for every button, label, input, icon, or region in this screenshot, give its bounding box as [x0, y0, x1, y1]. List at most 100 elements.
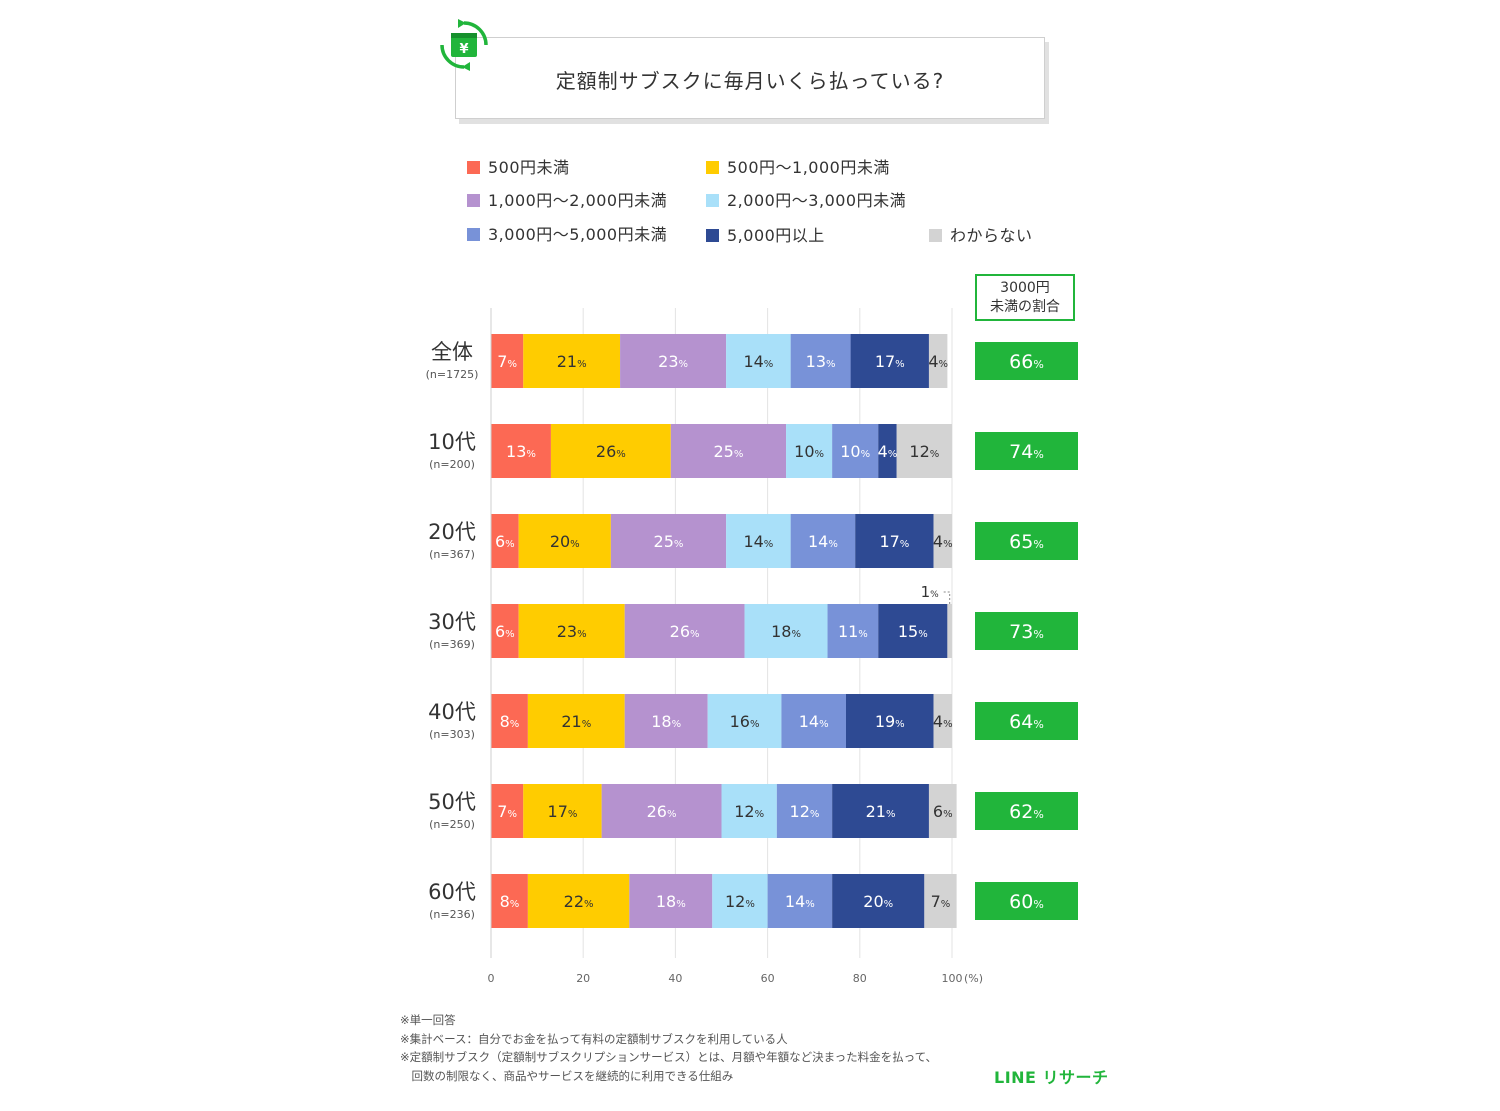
data-label: 26%	[596, 442, 626, 461]
legend-item: わからない	[929, 222, 1033, 246]
under-3000-value: 74%	[1009, 441, 1044, 463]
data-label: 23%	[557, 622, 587, 641]
under-3000-value: 73%	[1009, 621, 1044, 643]
data-label: 22%	[564, 892, 594, 911]
x-unit-label: (%)	[964, 972, 983, 985]
data-label: 8%	[500, 892, 520, 911]
data-label: 4%	[933, 712, 953, 731]
data-label: 15%	[898, 622, 928, 641]
subscription-yen-icon: ¥	[440, 19, 488, 71]
under-3000-header: 3000円 未満の割合	[975, 274, 1075, 321]
bar-segment	[947, 604, 952, 658]
data-label: 14%	[799, 712, 829, 731]
bar-segment	[491, 694, 528, 748]
under-3000-value-box	[975, 702, 1078, 740]
data-label: 10%	[794, 442, 824, 461]
title-box: 定額制サブスクに毎月いくら払っている?	[455, 37, 1045, 119]
data-label: 17%	[875, 352, 905, 371]
data-label: 7%	[931, 892, 951, 911]
footnotes: ※単一回答 ※集計ベース：自分でお金を払って有料の定額制サブスクを利用している人…	[400, 1011, 937, 1085]
footnote: ※集計ベース：自分でお金を払って有料の定額制サブスクを利用している人	[400, 1031, 788, 1046]
chart-title: 定額制サブスクに毎月いくら払っている?	[555, 69, 945, 93]
data-label: 4%	[928, 352, 948, 371]
bar-segment	[491, 334, 524, 388]
bar-segment	[620, 334, 727, 388]
under-3000-value-box	[975, 612, 1078, 650]
data-label: 1%	[921, 583, 940, 601]
data-label: 18%	[771, 622, 801, 641]
bar-segment	[767, 874, 833, 928]
bar-segment	[523, 334, 621, 388]
legend-swatch	[467, 194, 480, 207]
bar-segment	[878, 424, 897, 478]
row-sample-size: (n=367)	[429, 548, 475, 561]
row-label: 全体	[431, 340, 473, 364]
data-label: 12%	[790, 802, 820, 821]
bar-segment	[707, 694, 782, 748]
legend-swatch	[706, 194, 719, 207]
bar-segment	[928, 334, 948, 388]
row-label: 30代	[428, 610, 476, 634]
bar-segment	[855, 514, 934, 568]
bar-segment	[832, 784, 929, 838]
bar-segment	[832, 424, 879, 478]
row-label: 10代	[428, 430, 476, 454]
data-label: 25%	[713, 442, 743, 461]
legend-item: 500円未満	[467, 154, 570, 178]
under-3000-value-box	[975, 342, 1078, 380]
data-label: 12%	[909, 442, 939, 461]
bar-segment	[744, 604, 828, 658]
data-label: 18%	[656, 892, 686, 911]
under-3000-value-box	[975, 432, 1078, 470]
legend-item: 1,000円～2,000円未満	[467, 187, 667, 211]
footnote: ※単一回答	[400, 1013, 456, 1027]
row-label: 40代	[428, 700, 476, 724]
x-tick-label: 40	[668, 972, 682, 985]
legend-swatch	[929, 229, 942, 242]
bar-segment	[878, 604, 948, 658]
under-3000-value: 62%	[1009, 801, 1044, 823]
data-label: 14%	[743, 352, 773, 371]
data-label: 14%	[785, 892, 815, 911]
data-label: 12%	[734, 802, 764, 821]
row-label: 50代	[428, 790, 476, 814]
legend-swatch	[706, 161, 719, 174]
data-label: 13%	[506, 442, 536, 461]
x-tick-label: 100	[942, 972, 963, 985]
data-label: 6%	[495, 622, 515, 641]
legend-item: 3,000円～5,000円未満	[467, 221, 667, 245]
brand-logo: LINE リサーチ	[994, 1068, 1109, 1087]
under-3000-value: 64%	[1009, 711, 1044, 733]
data-label: 6%	[495, 532, 515, 551]
bar-segment	[790, 514, 856, 568]
data-label: 4%	[878, 442, 898, 461]
data-label: 7%	[497, 352, 517, 371]
svg-text:¥: ¥	[459, 42, 468, 57]
bar-segment	[850, 334, 929, 388]
data-label: 21%	[557, 352, 587, 371]
legend-swatch	[467, 228, 480, 241]
data-label: 4%	[933, 532, 953, 551]
row-sample-size: (n=250)	[429, 818, 475, 831]
bar-segment	[491, 784, 524, 838]
bar-segment	[491, 424, 551, 478]
row-label: 20代	[428, 520, 476, 544]
x-tick-label: 20	[576, 972, 590, 985]
data-label: 21%	[866, 802, 896, 821]
data-label: 12%	[725, 892, 755, 911]
bar-segment	[550, 424, 671, 478]
x-tick-label: 0	[488, 972, 495, 985]
data-label: 7%	[497, 802, 517, 821]
bar-segment	[924, 874, 957, 928]
bar-segment	[518, 604, 625, 658]
bar-segment	[527, 694, 625, 748]
bar-segment	[518, 514, 611, 568]
bar-segment	[933, 514, 952, 568]
data-label: 18%	[651, 712, 681, 731]
legend-swatch	[467, 161, 480, 174]
data-label: 26%	[670, 622, 700, 641]
data-label: 11%	[838, 622, 868, 641]
bar-segment	[832, 874, 925, 928]
data-label: 10%	[840, 442, 870, 461]
